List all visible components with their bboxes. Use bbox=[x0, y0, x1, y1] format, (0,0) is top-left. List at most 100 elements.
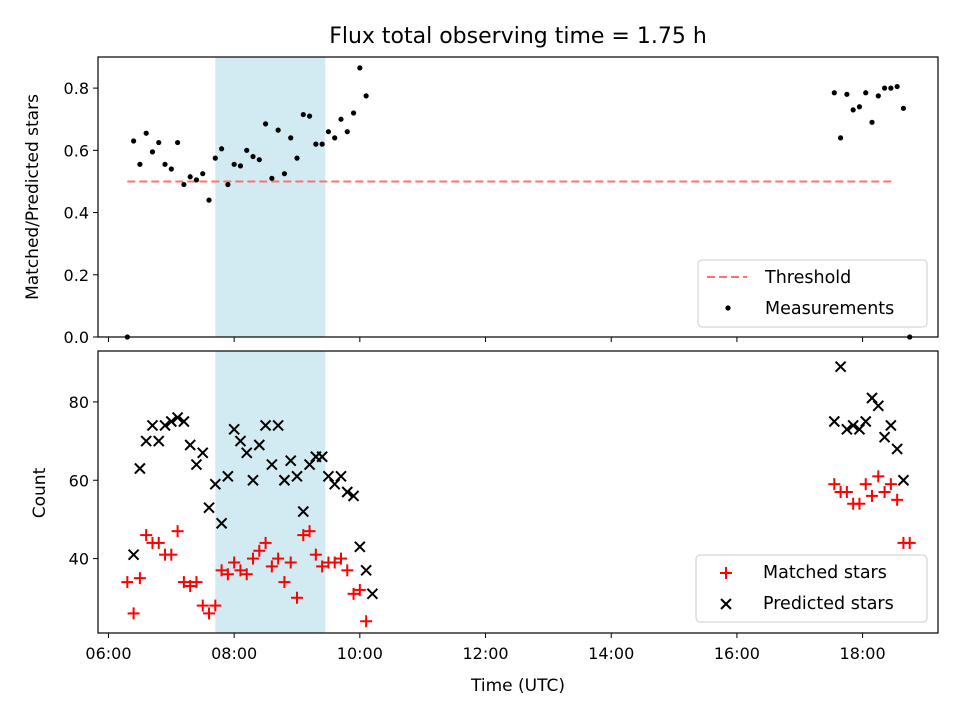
matched-star-marker bbox=[265, 560, 278, 573]
measurement-point bbox=[875, 93, 881, 99]
measurement-point bbox=[344, 129, 350, 135]
predicted-star-marker bbox=[891, 443, 903, 455]
measurement-point bbox=[306, 113, 313, 119]
matched-star-marker bbox=[878, 486, 891, 498]
time-x-tick-label: 06:00 bbox=[85, 644, 131, 663]
predicted-star-marker bbox=[190, 458, 203, 471]
predicted-star-marker bbox=[247, 474, 259, 486]
matched-star-marker bbox=[184, 580, 197, 592]
predicted-star-marker bbox=[828, 415, 841, 428]
measurement-point bbox=[244, 147, 250, 153]
legend-predicted-swatch bbox=[720, 598, 732, 610]
count-legend-box bbox=[695, 554, 928, 623]
ratio-y-tick-label: 0.6 bbox=[64, 141, 89, 160]
predicted-star-marker bbox=[872, 400, 885, 412]
matched-star-marker bbox=[328, 556, 341, 569]
legend-matched-label: Matched stars bbox=[763, 563, 887, 583]
measurement-point bbox=[200, 171, 206, 177]
count-panel-frame bbox=[97, 350, 939, 634]
predicted-star-marker bbox=[165, 415, 178, 428]
matched-star-marker bbox=[127, 607, 140, 620]
matched-star-marker bbox=[215, 564, 228, 577]
predicted-star-marker bbox=[329, 478, 341, 490]
legend-matched-swatch bbox=[720, 567, 732, 579]
predicted-star-marker bbox=[184, 439, 196, 451]
count-y-tick-label: 80 bbox=[69, 393, 89, 412]
matched-star-marker bbox=[190, 576, 203, 589]
measurement-point bbox=[156, 139, 162, 146]
predicted-star-marker bbox=[866, 392, 878, 404]
predicted-star-marker bbox=[335, 470, 347, 483]
matched-star-marker bbox=[278, 576, 291, 589]
ratio-x-axis-ticks bbox=[107, 337, 864, 342]
matched-star-marker bbox=[240, 568, 253, 581]
measurement-point bbox=[143, 130, 149, 136]
predicted-star-marker bbox=[297, 505, 309, 518]
predicted-star-marker bbox=[253, 439, 266, 451]
ratio-legend-box bbox=[697, 259, 928, 328]
measurement-point bbox=[313, 141, 319, 147]
matched-star-marker bbox=[297, 529, 310, 542]
matched-star-marker bbox=[334, 552, 347, 565]
matched-star-marker bbox=[853, 497, 866, 510]
measurement-point bbox=[856, 104, 863, 110]
observing-band-rect bbox=[215, 57, 326, 337]
predicted-star-marker bbox=[140, 435, 152, 447]
matched-star-marker bbox=[309, 548, 322, 561]
measurement-point bbox=[894, 83, 900, 90]
matched-star-marker bbox=[177, 576, 190, 589]
matched-star-marker bbox=[171, 525, 184, 538]
time-x-axis-label: Time (UTC) bbox=[470, 676, 565, 696]
predicted-star-marker bbox=[241, 447, 253, 459]
matched-star-marker bbox=[828, 478, 841, 491]
matched-star-marker bbox=[152, 536, 165, 549]
matched-star-marker bbox=[247, 552, 260, 565]
measurement-point bbox=[269, 175, 275, 181]
predicted-star-marker bbox=[847, 419, 859, 432]
measurement-point bbox=[181, 181, 187, 188]
ratio-y-axis-label: Matched/Predicted stars bbox=[23, 94, 43, 300]
matched-star-marker bbox=[203, 607, 216, 620]
chart-title: Flux total observing time = 1.75 h bbox=[329, 24, 707, 49]
ratio-y-tick-label: 0.2 bbox=[64, 266, 89, 285]
predicted-star-marker bbox=[360, 564, 372, 577]
ratio-legend: Threshold Measurements bbox=[697, 259, 928, 328]
measurement-point bbox=[231, 161, 237, 167]
matched-star-marker bbox=[165, 548, 178, 561]
measurement-point bbox=[218, 146, 225, 152]
predicted-star-marker bbox=[278, 474, 291, 486]
time-x-tick-label: 08:00 bbox=[211, 644, 257, 663]
legend-predicted-label: Predicted stars bbox=[763, 594, 894, 614]
measurement-point bbox=[888, 85, 894, 91]
predicted-star-marker bbox=[347, 490, 360, 502]
predicted-star-marker bbox=[127, 548, 140, 561]
measurement-point bbox=[262, 121, 269, 127]
measurement-point bbox=[175, 139, 181, 146]
time-x-tick-label: 18:00 bbox=[840, 644, 886, 663]
predicted-star-marker bbox=[134, 462, 146, 475]
measurement-point bbox=[137, 161, 143, 167]
measurement-point bbox=[844, 91, 850, 97]
matched-star-marker bbox=[284, 556, 297, 569]
matched-star-marker bbox=[840, 486, 853, 498]
measurement-point bbox=[162, 161, 168, 167]
predicted-star-marker bbox=[234, 435, 247, 447]
legend-measurements-swatch bbox=[725, 305, 731, 311]
predicted-star-marker bbox=[316, 451, 328, 463]
matched-star-marker bbox=[347, 587, 360, 600]
ratio-panel-frame bbox=[97, 56, 939, 338]
matched-star-marker bbox=[859, 478, 872, 491]
measurement-point bbox=[300, 111, 306, 118]
predicted-star-marker bbox=[878, 431, 891, 443]
observing-time-band bbox=[215, 57, 326, 337]
predicted-star-marker bbox=[266, 458, 278, 471]
matched-star-marker bbox=[228, 556, 241, 569]
ratio-panel: 0.00.20.40.60.8 Matched/Predicted stars … bbox=[23, 56, 939, 347]
count-panel: 40 60 80 06:00 08:00 10:00 12:00 14:00 16:00 18:… bbox=[30, 350, 939, 696]
predicted-star-markers bbox=[127, 360, 910, 600]
matched-star-markers bbox=[121, 470, 916, 628]
count-legend: Matched stars Predicted stars bbox=[695, 554, 928, 623]
predicted-star-marker bbox=[209, 478, 222, 490]
matched-star-marker bbox=[234, 564, 247, 577]
measurement-point bbox=[881, 85, 888, 91]
